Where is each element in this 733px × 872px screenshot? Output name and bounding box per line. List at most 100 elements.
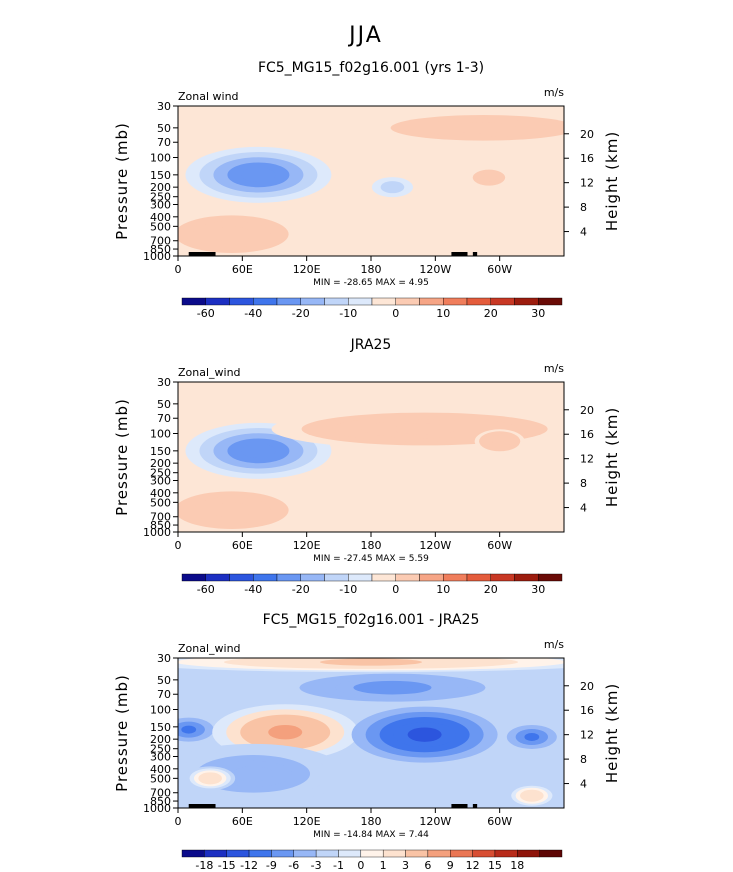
- colorbar-box: [181, 573, 206, 582]
- colorbar-label: 15: [488, 859, 502, 872]
- x-tick-label: 120E: [293, 815, 321, 828]
- colorbar-label: 20: [484, 583, 498, 596]
- colorbar: -60 -40 -20 -10 0 10 20 30: [181, 573, 563, 596]
- height-tick-label: 20: [580, 128, 594, 141]
- colorbar-label: -3: [311, 859, 322, 872]
- contour-feature-7-level-5: [232, 766, 275, 782]
- colorbar-box: [248, 849, 272, 858]
- contour-feature-2-level-5: [268, 725, 303, 740]
- height-tick-label: 4: [580, 778, 587, 791]
- colorbar-box: [229, 573, 254, 582]
- y-tick-label: 150: [150, 445, 171, 458]
- colorbar-label: 9: [447, 859, 454, 872]
- y-tick-label: 150: [150, 721, 171, 734]
- y-tick-label: 700: [150, 787, 171, 800]
- height-tick-label: 20: [580, 680, 594, 693]
- colorbar-box: [360, 849, 384, 858]
- colorbar-label: -1: [333, 859, 344, 872]
- panel-1: FC5_MG15_f02g16.001 (yrs 1-3) Zonal wind m…: [113, 60, 621, 320]
- colorbar-box: [450, 849, 473, 858]
- x-tick-label: 60W: [487, 539, 512, 552]
- contour-field: [178, 409, 564, 532]
- panel-3: FC5_MG15_f02g16.001 - JRA25 Zonal_wind m/s…: [113, 612, 621, 872]
- contour-feature-1-level-5: [241, 443, 276, 459]
- height-tick-label: 8: [580, 201, 587, 214]
- min-max-stats: MIN = -28.65 MAX = 4.95: [313, 278, 429, 288]
- figure-title: JJA: [347, 23, 383, 48]
- colorbar-label: 10: [436, 307, 450, 320]
- colorbar-box: [494, 849, 518, 858]
- colorbar-label: -20: [292, 583, 310, 596]
- y-tick-label: 70: [157, 688, 171, 701]
- units-label: m/s: [544, 638, 564, 651]
- colorbar-box: [514, 573, 539, 582]
- colorbar-label: 0: [357, 859, 364, 872]
- colorbar-box: [371, 573, 396, 582]
- x-tick-label: 180: [361, 263, 382, 276]
- x-tick-label: 60E: [232, 815, 253, 828]
- y-tick-label: 50: [157, 122, 171, 135]
- y-axis-label: Pressure (mb): [113, 122, 131, 240]
- topography-3: [472, 804, 478, 808]
- y-tick-label: 250: [150, 743, 171, 756]
- x-tick-label: 120W: [419, 815, 451, 828]
- colorbar-box: [443, 297, 468, 306]
- contour-feature-3-level-5: [492, 437, 508, 446]
- contour-feature-6-level-5: [320, 658, 422, 666]
- y-tick-label: 250: [150, 191, 171, 204]
- contour-feature-1-level-5: [241, 167, 276, 183]
- panels: FC5_MG15_f02g16.001 (yrs 1-3) Zonal wind m…: [113, 60, 621, 872]
- colorbar-box: [181, 297, 206, 306]
- y-tick-label: 1000: [143, 802, 171, 815]
- colorbar-label: -20: [292, 307, 310, 320]
- colorbar-box: [517, 849, 540, 858]
- topography-2: [451, 252, 468, 256]
- topography-2: [451, 804, 468, 808]
- y-tick-label: 300: [150, 198, 171, 211]
- colorbar-label: 1: [380, 859, 387, 872]
- colorbar-box: [300, 573, 325, 582]
- colorbar-label: -60: [197, 583, 215, 596]
- y-tick-label: 70: [157, 136, 171, 149]
- colorbar-box: [226, 849, 250, 858]
- colorbar-box: [419, 297, 444, 306]
- colorbar-box: [271, 849, 294, 858]
- colorbar-label: -15: [218, 859, 236, 872]
- y-axis-label: Pressure (mb): [113, 674, 131, 792]
- y-tick-label: 150: [150, 169, 171, 182]
- y-tick-label: 500: [150, 220, 171, 233]
- y-tick-label: 1000: [143, 250, 171, 263]
- contour-feature-4-level-5: [385, 183, 400, 192]
- topography-1: [188, 804, 216, 808]
- colorbar-box: [324, 297, 349, 306]
- height-axis-label: Height (km): [603, 683, 621, 783]
- colorbar-box: [466, 297, 491, 306]
- y-tick-label: 850: [150, 519, 171, 532]
- x-tick-label: 0: [175, 815, 182, 828]
- contour-feature-1-level-5: [181, 725, 197, 734]
- x-tick-label: 0: [175, 263, 182, 276]
- height-tick-label: 8: [580, 753, 587, 766]
- colorbar-box: [348, 573, 373, 582]
- height-tick-label: 8: [580, 477, 587, 490]
- colorbar-box: [490, 297, 515, 306]
- y-tick-label: 200: [150, 733, 171, 746]
- x-tick-label: 120E: [293, 539, 321, 552]
- height-tick-label: 20: [580, 404, 594, 417]
- colorbar-box: [371, 297, 396, 306]
- colorbar-box: [205, 297, 230, 306]
- y-tick-label: 200: [150, 181, 171, 194]
- colorbar-box: [466, 573, 491, 582]
- colorbar-label: 20: [484, 307, 498, 320]
- x-tick-label: 180: [361, 815, 382, 828]
- contour-field: [178, 107, 564, 256]
- colorbar-label: -9: [266, 859, 277, 872]
- colorbar-box: [538, 297, 563, 306]
- y-tick-label: 1000: [143, 526, 171, 539]
- y-tick-label: 400: [150, 487, 171, 500]
- colorbar-box: [293, 849, 317, 858]
- contour-field: [178, 658, 564, 808]
- colorbar-label: -60: [197, 307, 215, 320]
- colorbar-box: [300, 297, 325, 306]
